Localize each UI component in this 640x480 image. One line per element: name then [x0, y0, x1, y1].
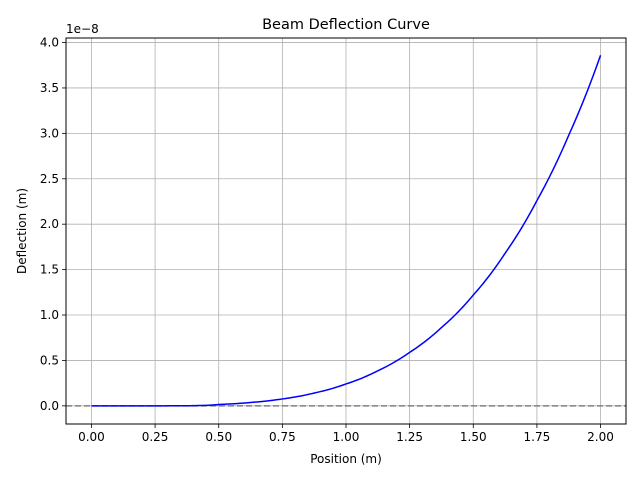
y-tick-label: 3.5	[40, 81, 59, 95]
y-axis-offset-label: 1e−8	[66, 22, 99, 36]
x-axis-label: Position (m)	[310, 452, 382, 466]
y-tick-label: 2.0	[40, 217, 59, 231]
y-tick-label: 1.0	[40, 308, 59, 322]
x-tick-label: 1.00	[333, 430, 360, 444]
y-tick-label: 0.0	[40, 399, 59, 413]
x-axis: 0.00 0.25 0.50 0.75 1.00 1.25 1.50 1.75 2.00	[78, 424, 614, 444]
y-tick-label: 2.5	[40, 172, 59, 186]
y-tick-label: 0.5	[40, 353, 59, 367]
x-tick-label: 2.00	[587, 430, 614, 444]
x-tick-label: 0.50	[205, 430, 232, 444]
x-tick-label: 1.25	[396, 430, 423, 444]
x-tick-label: 0.75	[269, 430, 296, 444]
x-tick-label: 1.50	[460, 430, 487, 444]
chart-title: Beam Deflection Curve	[262, 17, 430, 33]
y-tick-label: 4.0	[40, 36, 59, 50]
x-tick-label: 0.00	[78, 430, 105, 444]
y-tick-label: 3.0	[40, 126, 59, 140]
y-axis: 0.0 0.5 1.0 1.5 2.0 2.5 3.0 3.5 4.0	[40, 36, 66, 413]
deflection-line	[91, 55, 602, 407]
y-axis-label: Deflection (m)	[15, 188, 29, 274]
x-tick-label: 1.75	[524, 430, 551, 444]
grid	[66, 38, 626, 424]
x-tick-label: 0.25	[142, 430, 169, 444]
y-tick-label: 1.5	[40, 263, 59, 277]
